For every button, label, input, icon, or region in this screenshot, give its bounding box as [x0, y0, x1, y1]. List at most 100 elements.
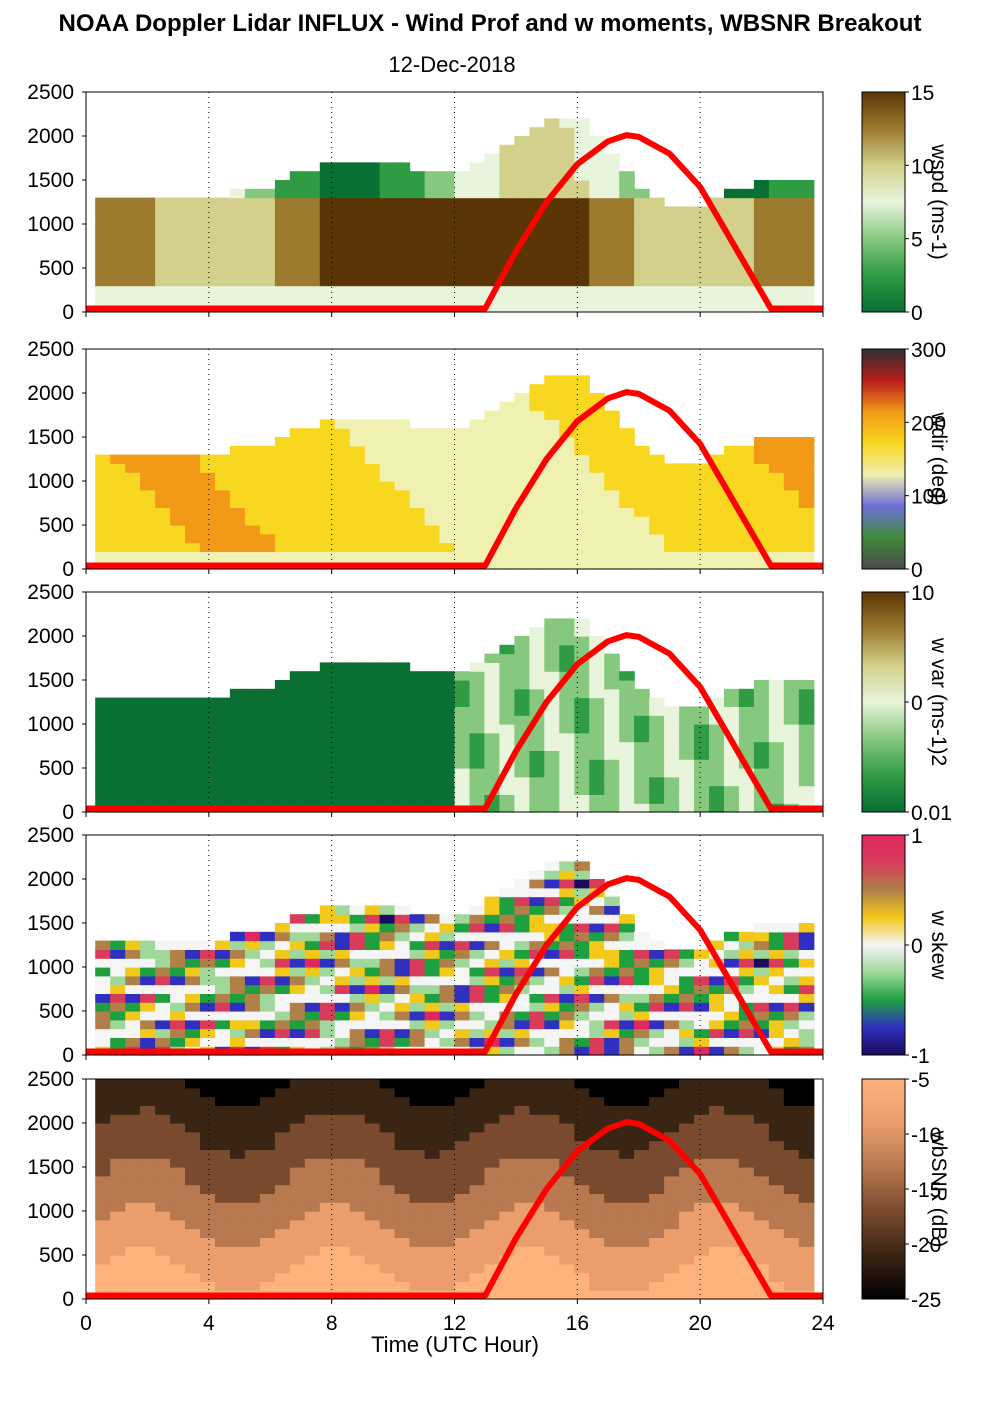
heatmap-cell	[499, 967, 515, 977]
heatmap-cell	[649, 759, 665, 769]
heatmap-cell	[649, 1114, 665, 1124]
heatmap-cell	[649, 533, 665, 544]
heatmap-cell	[125, 984, 141, 994]
heatmap-cell	[753, 303, 770, 313]
heatmap-cell	[244, 741, 261, 751]
heatmap-cell	[619, 259, 635, 269]
heatmap-cell	[334, 1123, 351, 1133]
heatmap-cell	[619, 958, 635, 968]
heatmap-cell	[469, 741, 486, 751]
heatmap-cell	[349, 1228, 366, 1238]
heatmap-cell	[634, 1202, 650, 1212]
heatmap-cell	[95, 1263, 111, 1274]
heatmap-cell	[724, 560, 740, 570]
heatmap-cell	[95, 224, 111, 234]
heatmap-cell	[544, 984, 560, 994]
heatmap-cell	[364, 1167, 381, 1177]
heatmap-cell	[394, 993, 411, 1003]
heatmap-cell	[454, 706, 471, 716]
heatmap-cell	[334, 1281, 351, 1291]
heatmap-cell	[753, 1290, 770, 1300]
heatmap-cell	[694, 1046, 710, 1056]
heatmap-cell	[589, 1019, 605, 1030]
heatmap-cell	[709, 197, 725, 207]
heatmap-cell	[544, 785, 560, 795]
heatmap-cell	[544, 463, 560, 473]
heatmap-cell	[110, 1105, 126, 1115]
heatmap-cell	[574, 560, 590, 570]
heatmap-cell	[155, 741, 171, 751]
heatmap-cell	[155, 1158, 171, 1168]
heatmap-cell	[634, 197, 650, 207]
heatmap-cell	[514, 1175, 530, 1186]
heatmap-cell	[229, 931, 246, 942]
heatmap-cell	[334, 1263, 351, 1274]
heatmap-cell	[304, 294, 321, 304]
heatmap-cell	[649, 489, 665, 500]
heatmap-cell	[229, 224, 246, 234]
heatmap-cell	[724, 1246, 740, 1256]
heatmap-cell	[140, 1096, 156, 1106]
heatmap-cell	[170, 206, 186, 216]
heatmap-cell	[379, 768, 396, 778]
heatmap-cell	[379, 241, 396, 251]
heatmap-cell	[679, 750, 695, 760]
heatmap-cell	[334, 662, 351, 672]
heatmap-cell	[95, 794, 111, 804]
heatmap-cell	[574, 489, 590, 500]
heatmap-cell	[424, 171, 441, 181]
heatmap-cell	[215, 1255, 231, 1265]
heatmap-cell	[694, 516, 710, 526]
heatmap-cell	[574, 618, 590, 628]
heatmap-cell	[95, 1079, 111, 1089]
heatmap-cell	[694, 1272, 710, 1282]
heatmap-cell	[559, 384, 575, 394]
heatmap-cell	[424, 1149, 441, 1159]
heatmap-cell	[529, 551, 545, 561]
heatmap-cell	[304, 923, 321, 933]
heatmap-cell	[289, 1202, 306, 1212]
heatmap-cell	[125, 525, 141, 535]
heatmap-cell	[394, 1140, 411, 1150]
heatmap-cell	[319, 1079, 336, 1089]
heatmap-cell	[394, 1019, 411, 1030]
heatmap-cell	[304, 1011, 321, 1021]
heatmap-cell	[619, 294, 635, 304]
heatmap-cell	[454, 931, 471, 942]
heatmap-cell	[514, 250, 530, 260]
heatmap-cell	[634, 463, 650, 473]
heatmap-cell	[798, 1167, 815, 1177]
heatmap-cell	[529, 914, 545, 924]
heatmap-cell	[574, 401, 590, 412]
y-tick-label: 1500	[27, 669, 74, 692]
heatmap-cell	[215, 542, 231, 552]
heatmap-cell	[664, 1002, 680, 1012]
heatmap-cell	[589, 393, 605, 403]
heatmap-cell	[349, 171, 366, 181]
heatmap-cell	[559, 241, 575, 251]
heatmap-cell	[454, 206, 471, 216]
heatmap-cell	[244, 463, 261, 473]
heatmap-cell	[95, 1002, 111, 1012]
heatmap-cell	[409, 1002, 426, 1012]
heatmap-cell	[409, 958, 426, 968]
heatmap-cell	[424, 931, 441, 942]
heatmap-cell	[170, 940, 186, 950]
heatmap-cell	[709, 1028, 725, 1038]
heatmap-cell	[574, 481, 590, 491]
heatmap-cell	[95, 533, 111, 544]
heatmap-cell	[95, 1211, 111, 1221]
heatmap-cell	[634, 1046, 650, 1056]
heatmap-cell	[514, 680, 530, 690]
heatmap-cell	[529, 967, 545, 977]
heatmap-cell	[589, 1193, 605, 1203]
heatmap-cell	[649, 551, 665, 561]
heatmap-cell	[529, 153, 545, 163]
heatmap-cell	[349, 1131, 366, 1142]
heatmap-cell	[319, 232, 336, 243]
heatmap-cell	[364, 1028, 381, 1038]
heatmap-cell	[95, 241, 111, 251]
heatmap-cell	[319, 259, 336, 269]
heatmap-cell	[559, 1123, 575, 1133]
heatmap-cell	[185, 215, 201, 225]
